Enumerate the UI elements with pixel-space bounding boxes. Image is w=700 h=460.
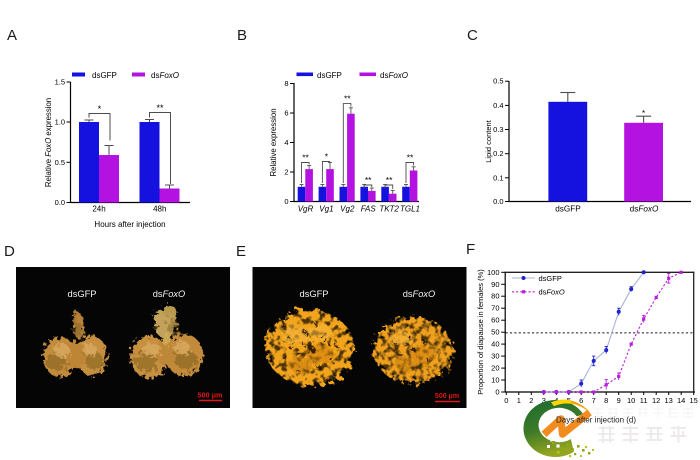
svg-text:2: 2 xyxy=(284,168,288,177)
svg-text:*: * xyxy=(98,104,102,114)
svg-text:48h: 48h xyxy=(153,205,166,214)
svg-text:0.4: 0.4 xyxy=(493,101,503,110)
svg-text:1.0: 1.0 xyxy=(55,118,65,127)
svg-text:dsFoxO: dsFoxO xyxy=(539,288,565,297)
svg-text:0.0: 0.0 xyxy=(493,197,503,206)
svg-text:0.0: 0.0 xyxy=(55,198,65,207)
svg-text:TKT2: TKT2 xyxy=(379,205,399,214)
svg-text:**: ** xyxy=(365,175,372,185)
svg-text:11: 11 xyxy=(640,396,648,405)
svg-text:Relative FoxO expression: Relative FoxO expression xyxy=(44,98,53,187)
svg-text:F: F xyxy=(466,241,475,258)
svg-text:1: 1 xyxy=(517,396,521,405)
svg-text:100: 100 xyxy=(487,268,500,277)
svg-text:9: 9 xyxy=(617,396,621,405)
svg-text:Days after injection (d): Days after injection (d) xyxy=(556,416,636,425)
svg-text:70: 70 xyxy=(491,304,499,313)
svg-text:**: ** xyxy=(302,153,309,163)
svg-text:Proportion of diapause in fema: Proportion of diapause in females (%) xyxy=(476,269,485,395)
svg-text:60: 60 xyxy=(491,316,499,325)
svg-text:10: 10 xyxy=(627,396,635,405)
svg-text:7: 7 xyxy=(592,396,596,405)
svg-text:4: 4 xyxy=(284,138,288,147)
svg-text:50: 50 xyxy=(491,328,499,337)
svg-text:500 μm: 500 μm xyxy=(435,393,459,400)
svg-text:2: 2 xyxy=(529,396,533,405)
svg-text:12: 12 xyxy=(652,396,660,405)
svg-text:Vg1: Vg1 xyxy=(319,205,333,214)
svg-text:500 μm: 500 μm xyxy=(198,391,223,400)
svg-text:0.5: 0.5 xyxy=(493,77,503,86)
svg-text:E: E xyxy=(236,243,246,260)
svg-text:*: * xyxy=(325,152,329,162)
svg-text:40: 40 xyxy=(491,340,499,349)
svg-text:0.2: 0.2 xyxy=(493,149,503,158)
svg-text:A: A xyxy=(7,27,17,44)
svg-text:dsGFP: dsGFP xyxy=(92,71,117,80)
svg-text:10: 10 xyxy=(491,376,499,385)
svg-text:**: ** xyxy=(156,103,164,113)
svg-text:0: 0 xyxy=(284,197,288,206)
svg-text:80: 80 xyxy=(491,292,499,301)
svg-text:dsFoxO: dsFoxO xyxy=(630,205,659,214)
svg-text:Lipid content: Lipid content xyxy=(484,119,493,162)
svg-text:13: 13 xyxy=(665,396,673,405)
svg-text:Vg2: Vg2 xyxy=(340,205,355,214)
svg-text:0.3: 0.3 xyxy=(493,125,503,134)
svg-text:1.5: 1.5 xyxy=(55,78,65,87)
svg-text:dsGFP: dsGFP xyxy=(317,71,342,80)
svg-text:6: 6 xyxy=(284,109,288,118)
svg-text:14: 14 xyxy=(677,396,685,405)
svg-text:0: 0 xyxy=(495,388,499,397)
svg-text:dsGFP: dsGFP xyxy=(539,274,562,283)
svg-text:0: 0 xyxy=(504,396,508,405)
svg-text:B: B xyxy=(237,27,247,44)
svg-text:0.5: 0.5 xyxy=(55,158,65,167)
svg-text:8: 8 xyxy=(284,79,288,88)
svg-text:dsGFP: dsGFP xyxy=(300,289,329,299)
svg-text:dsFoxO: dsFoxO xyxy=(403,289,436,299)
svg-text:0.1: 0.1 xyxy=(493,173,503,182)
svg-text:dsGFP: dsGFP xyxy=(555,205,581,214)
svg-text:dsFoxO: dsFoxO xyxy=(153,289,186,299)
svg-text:dsFoxO: dsFoxO xyxy=(151,71,179,80)
svg-text:24h: 24h xyxy=(92,205,105,214)
svg-text:20: 20 xyxy=(491,364,499,373)
svg-text:3: 3 xyxy=(542,396,546,405)
svg-text:**: ** xyxy=(407,153,414,163)
svg-text:D: D xyxy=(4,243,15,260)
svg-text:Hours after injection: Hours after injection xyxy=(94,220,165,229)
svg-text:6: 6 xyxy=(579,396,583,405)
svg-text:15: 15 xyxy=(690,396,698,405)
svg-text:30: 30 xyxy=(491,352,499,361)
svg-text:Relative expression: Relative expression xyxy=(269,108,278,176)
svg-text:**: ** xyxy=(344,94,351,104)
svg-text:**: ** xyxy=(386,175,393,185)
svg-text:C: C xyxy=(467,27,478,44)
svg-text:*: * xyxy=(642,109,645,118)
svg-text:dsGFP: dsGFP xyxy=(68,289,97,299)
svg-text:90: 90 xyxy=(491,280,499,289)
svg-text:dsFoxO: dsFoxO xyxy=(380,71,408,80)
svg-text:FAS: FAS xyxy=(361,205,377,214)
svg-text:8: 8 xyxy=(604,396,608,405)
svg-text:TGL1: TGL1 xyxy=(400,205,420,214)
svg-text:VgR: VgR xyxy=(298,205,314,214)
